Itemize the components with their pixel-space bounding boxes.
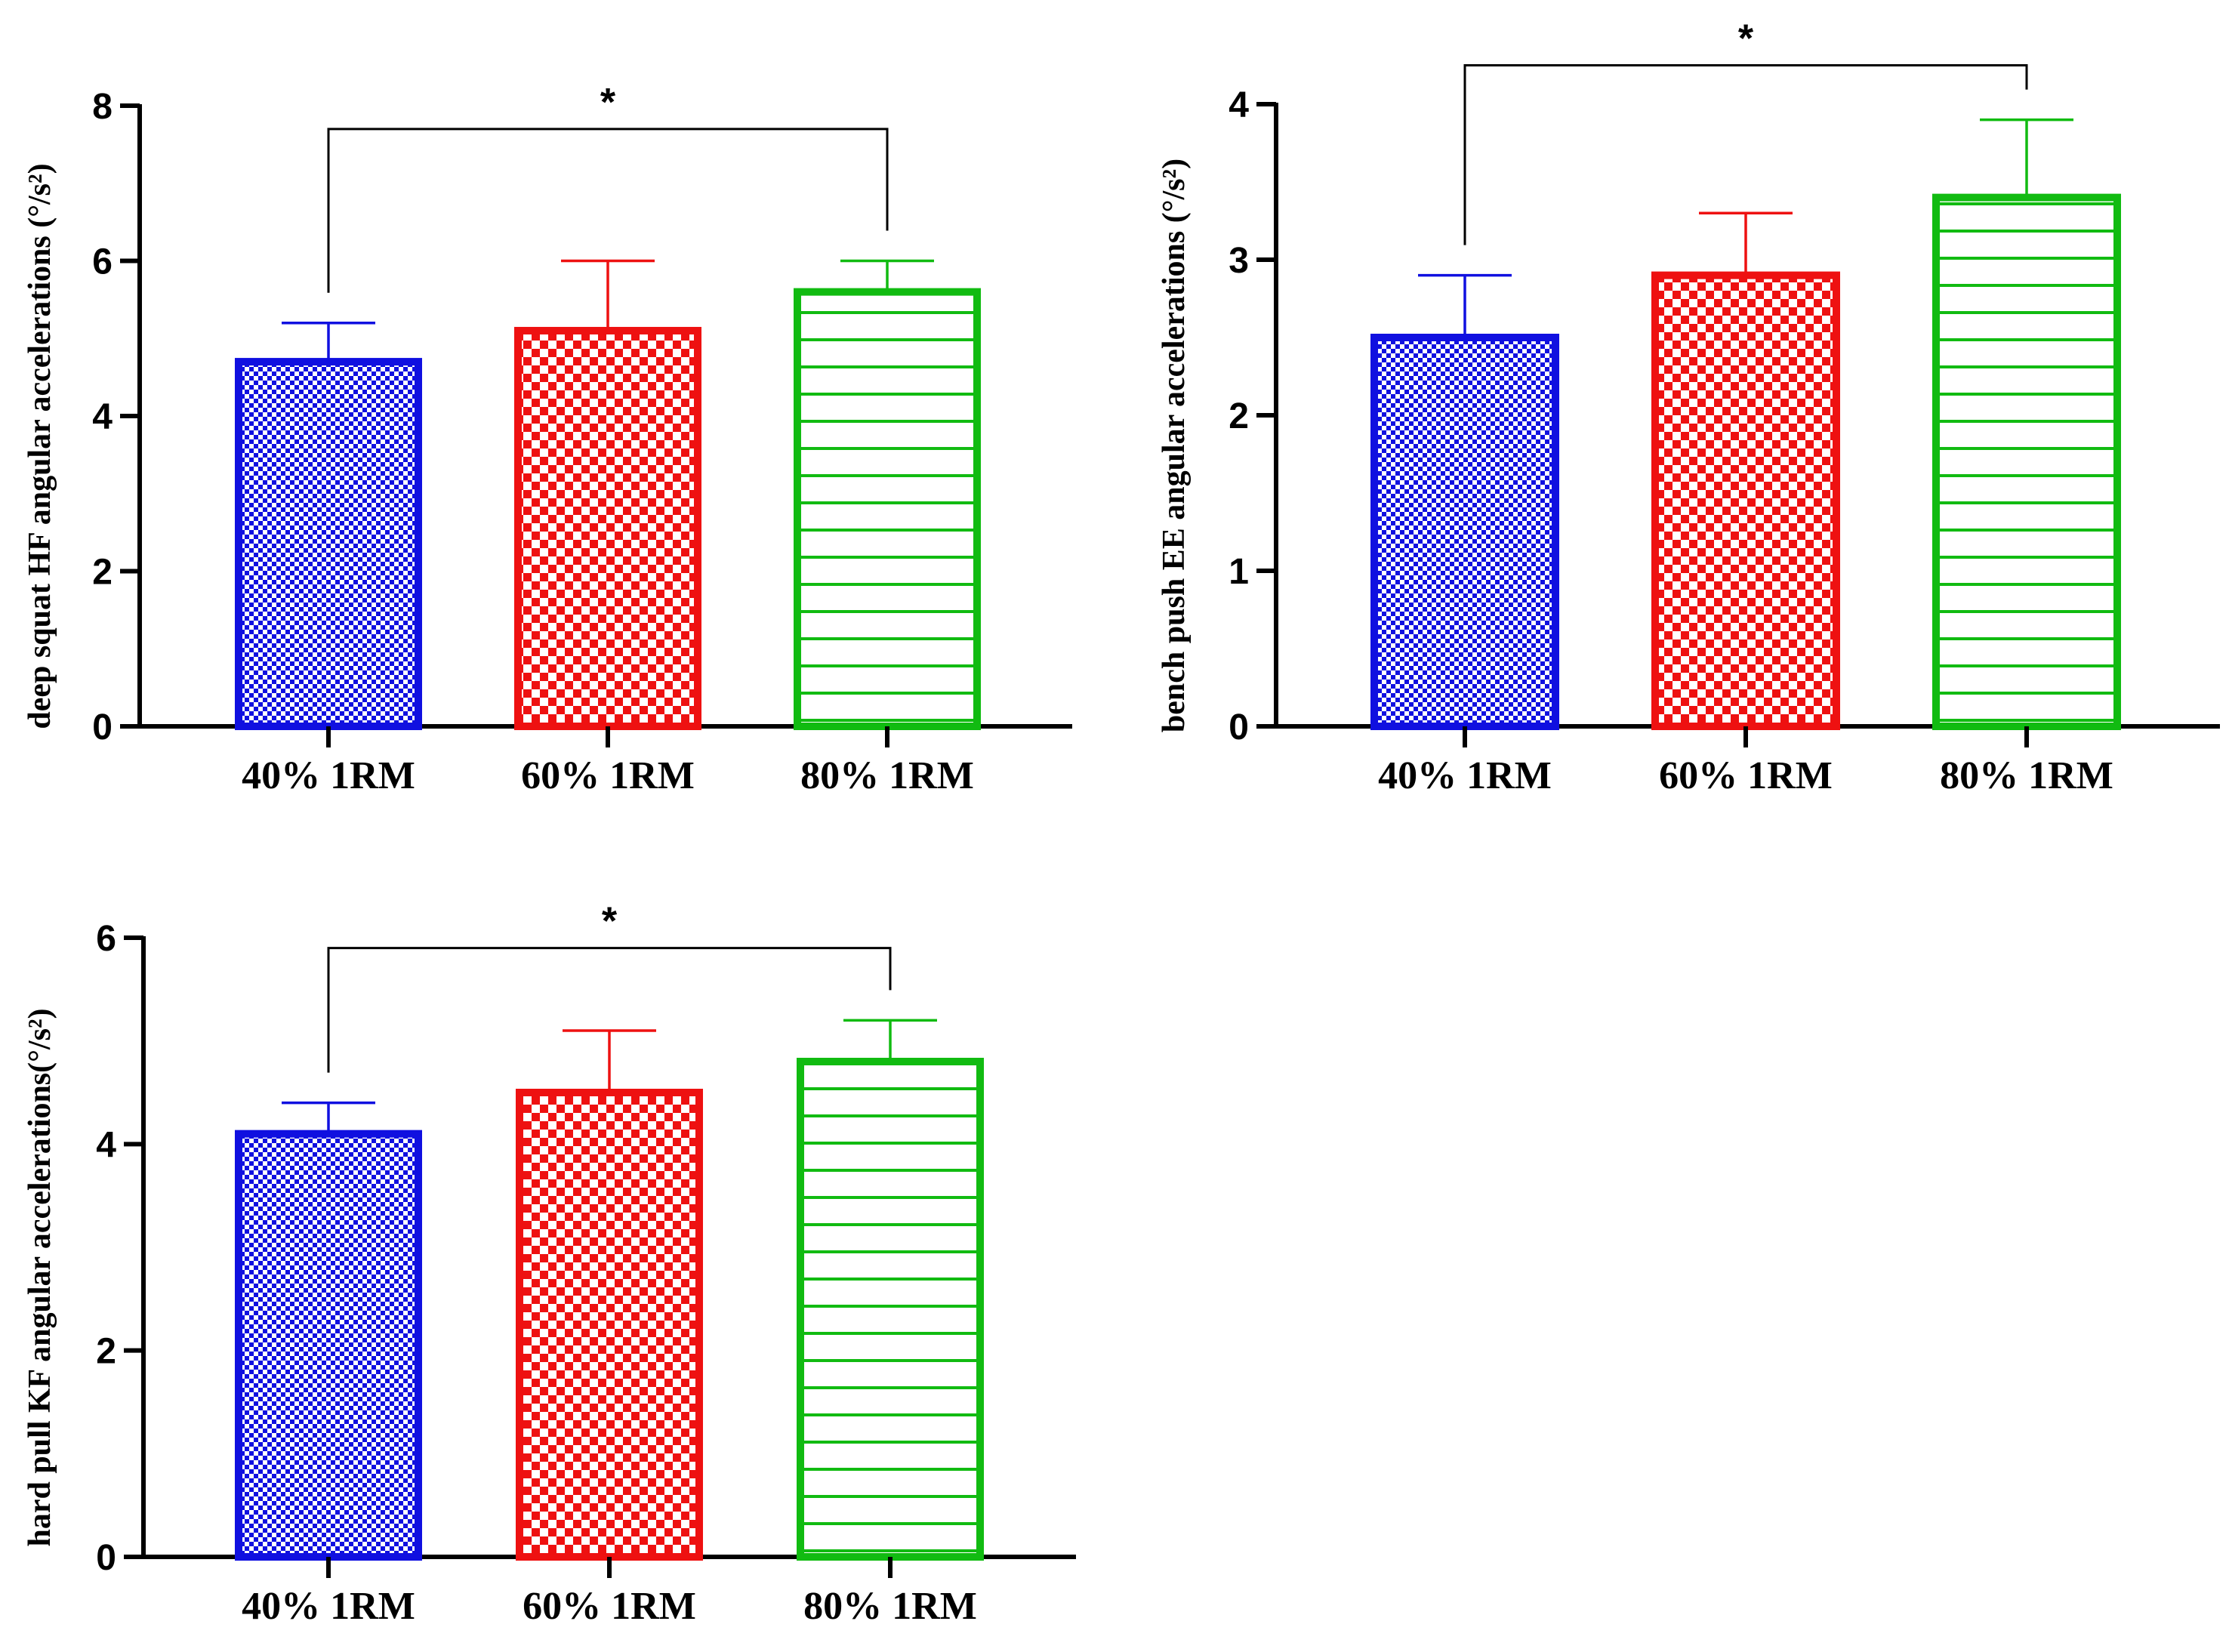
y-axis-title: hard pull KF angular accelerations(°/s²) bbox=[23, 1008, 57, 1546]
x-tick-label: 60% 1RM bbox=[521, 754, 695, 797]
y-tick-label: 4 bbox=[92, 397, 113, 437]
significance-label: * bbox=[602, 900, 618, 944]
y-tick-label: 2 bbox=[96, 1332, 116, 1372]
x-tick-label: 40% 1RM bbox=[1378, 754, 1552, 797]
x-tick-label: 60% 1RM bbox=[523, 1585, 696, 1628]
y-axis-title: bench push EE angular accelerations (°/s… bbox=[1157, 159, 1192, 732]
bar bbox=[235, 358, 422, 730]
y-tick-label: 0 bbox=[92, 707, 113, 747]
x-tick-label: 40% 1RM bbox=[242, 1585, 415, 1628]
significance-label: * bbox=[1738, 17, 1754, 61]
x-tick-label: 40% 1RM bbox=[242, 754, 415, 797]
y-tick-label: 8 bbox=[92, 87, 113, 127]
bar bbox=[235, 1130, 422, 1561]
significance-bracket bbox=[327, 947, 892, 1073]
x-tick-label: 80% 1RM bbox=[1940, 754, 2113, 797]
y-tick-label: 4 bbox=[1229, 85, 1249, 125]
y-tick-label: 6 bbox=[92, 242, 113, 282]
significance-bracket bbox=[1463, 64, 2028, 245]
bar bbox=[514, 326, 701, 731]
bar bbox=[1932, 193, 2121, 731]
y-tick-label: 6 bbox=[96, 919, 116, 959]
y-tick-label: 2 bbox=[1229, 396, 1249, 436]
chart-panel-deep-squat: 0 2 4 6 8 deep squat HF angular accelerations… bbox=[23, 81, 1072, 797]
bar bbox=[797, 1058, 984, 1561]
y-tick-label: 1 bbox=[1229, 552, 1249, 592]
bar bbox=[1651, 271, 1840, 731]
x-tick-label: 80% 1RM bbox=[803, 1585, 977, 1628]
bar bbox=[1370, 334, 1559, 730]
y-tick-label: 0 bbox=[96, 1538, 116, 1578]
y-axis-title: deep squat HF angular accelerations (°/s… bbox=[23, 163, 57, 729]
chart-panel-bench-push: 0 1 2 3 4 bench push EE angular accelerations… bbox=[1157, 17, 2220, 797]
chart-panel-hard-pull: 0 2 4 6 hard pull KF angular accelerations(°… bbox=[23, 900, 1076, 1628]
y-tick-label: 2 bbox=[92, 553, 113, 593]
bar bbox=[794, 288, 981, 731]
bar bbox=[516, 1089, 703, 1561]
x-tick-label: 60% 1RM bbox=[1659, 754, 1833, 797]
y-tick-label: 3 bbox=[1229, 241, 1249, 281]
y-tick-label: 4 bbox=[96, 1125, 116, 1165]
significance-bracket bbox=[327, 128, 889, 293]
significance-label: * bbox=[600, 81, 616, 125]
y-tick-label: 0 bbox=[1229, 707, 1249, 747]
x-tick-label: 80% 1RM bbox=[800, 754, 974, 797]
